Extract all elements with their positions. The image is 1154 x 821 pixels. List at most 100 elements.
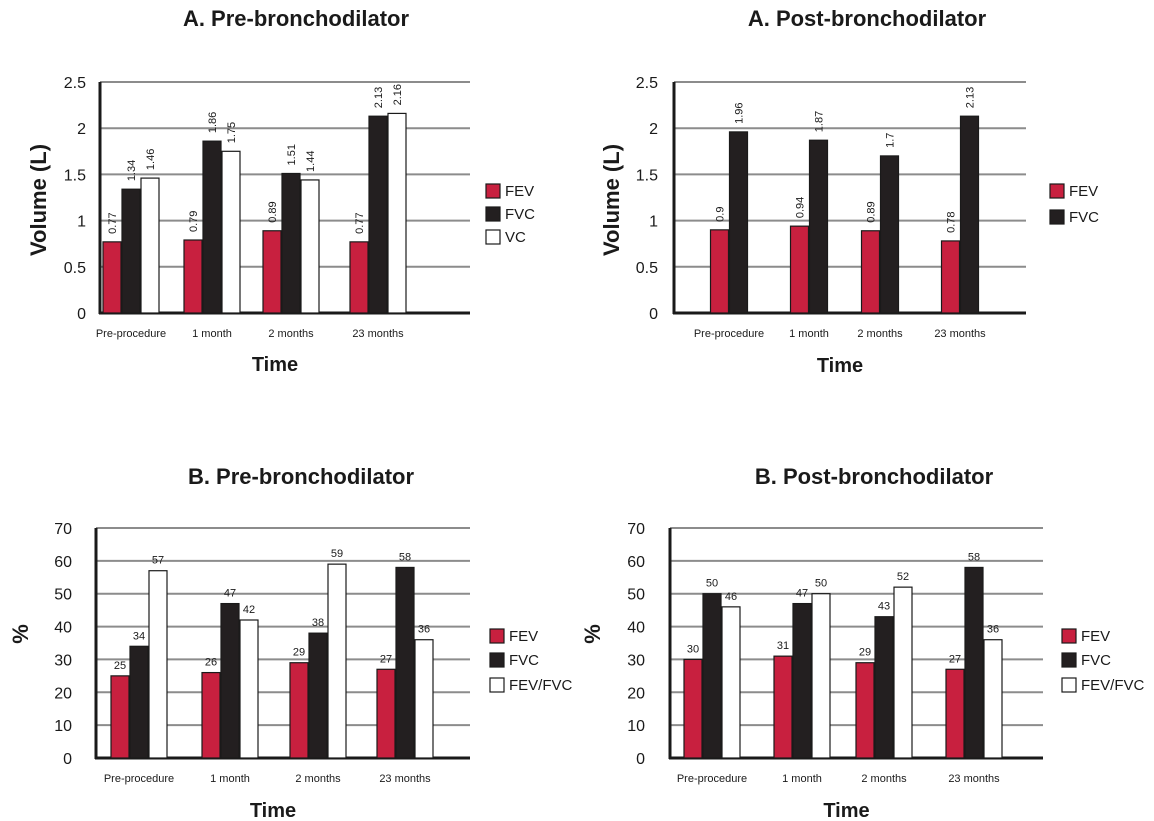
bar-fvc [808, 139, 829, 314]
data-label: 27 [949, 653, 961, 665]
legend-entry: FEV [1069, 183, 1098, 200]
data-label: 26 [205, 657, 217, 669]
data-label: 1.44 [305, 151, 317, 172]
data-label: 42 [243, 604, 255, 616]
category-label: Pre-procedure [677, 773, 747, 785]
y-tick-label: 20 [627, 685, 645, 702]
data-label: 27 [380, 653, 392, 665]
data-label: 58 [968, 551, 980, 563]
y-tick-label: 0 [77, 306, 86, 323]
data-label: 25 [114, 660, 126, 672]
y-tick-label: 60 [54, 554, 72, 571]
y-tick-label: 60 [627, 554, 645, 571]
legend-entry: FEV [505, 183, 534, 200]
data-label: 30 [687, 643, 699, 655]
data-label: 36 [418, 624, 430, 636]
legend-entry: FEV/FVC [1081, 677, 1145, 694]
data-label: 1.96 [734, 102, 746, 123]
legend-swatch [1049, 183, 1065, 199]
data-label: 29 [293, 647, 305, 659]
bar-fvc [308, 632, 328, 759]
data-label: 57 [152, 555, 164, 567]
y-axis-label: % [8, 624, 33, 644]
category-label: 2 months [268, 328, 314, 340]
y-tick-label: 30 [54, 652, 72, 669]
chart-title: A. Pre-bronchodilator [183, 6, 410, 31]
bar-vc [140, 177, 160, 314]
y-tick-label: 40 [627, 620, 645, 637]
data-label: 38 [312, 617, 324, 629]
category-label: 23 months [934, 328, 986, 340]
data-label: 31 [777, 640, 789, 652]
bar-fev [945, 668, 965, 759]
y-tick-label: 2.5 [64, 75, 86, 92]
bar-fev [262, 230, 282, 314]
data-label: 1.75 [226, 122, 238, 143]
bar-fev [860, 230, 881, 314]
chart-4: B. Post-bronchodilator 0 10 20 30 40 50 60 70% Ti… [580, 464, 1145, 821]
y-tick-label: 1.5 [636, 167, 658, 184]
category-label: 1 month [210, 773, 250, 785]
y-tick-label: 70 [54, 521, 72, 538]
bar-fvc [395, 566, 415, 759]
bar-fev [855, 662, 875, 759]
data-label: 50 [706, 578, 718, 590]
data-label: 50 [815, 578, 827, 590]
data-label: 47 [796, 588, 808, 600]
legend-swatch [485, 229, 501, 245]
data-label: 52 [897, 571, 909, 583]
data-label: 2.13 [373, 87, 385, 108]
y-tick-label: 50 [627, 587, 645, 604]
y-tick-label: 20 [54, 685, 72, 702]
bar-fev [349, 241, 369, 314]
bar-fvc [121, 188, 141, 314]
bar-vc [221, 150, 241, 314]
category-label: 1 month [782, 773, 822, 785]
bar-fev [773, 655, 793, 759]
y-tick-label: 1 [77, 214, 86, 231]
category-label: 23 months [948, 773, 1000, 785]
bar-fev [376, 668, 396, 759]
chart-title: B. Post-bronchodilator [755, 464, 994, 489]
bar-fev-fvc [893, 586, 913, 759]
bar-fvc [702, 593, 722, 759]
bar-fev-fvc [721, 606, 741, 759]
chart-3: B. Pre-bronchodilator 0 10 20 30 40 50 60 70% Tim… [8, 464, 573, 821]
bar-fvc [728, 131, 749, 314]
data-label: 0.78 [946, 212, 958, 233]
data-label: 2.13 [965, 87, 977, 108]
bar-vc [300, 179, 320, 314]
legend-entry: FVC [505, 206, 535, 223]
bar-fev-fvc [327, 563, 347, 759]
bar-fvc [220, 602, 240, 759]
x-axis-label: Time [817, 355, 863, 377]
bar-fvc [879, 155, 900, 314]
data-label: 36 [987, 624, 999, 636]
bar-fev-fvc [983, 639, 1003, 759]
bar-fev [110, 675, 130, 759]
data-label: 1.34 [126, 160, 138, 181]
bar-fvc [281, 172, 301, 314]
bar-fev [289, 662, 309, 759]
legend-entry: VC [505, 229, 526, 246]
chart-1: A. Pre-bronchodilator 0 0.5 1 1.5 2 2.5 Volume … [26, 6, 535, 376]
bar-fev [102, 241, 122, 314]
y-tick-label: 10 [627, 718, 645, 735]
legend-swatch [485, 206, 501, 222]
x-axis-label: Time [252, 354, 298, 376]
category-label: 2 months [857, 328, 903, 340]
y-tick-label: 10 [54, 718, 72, 735]
category-label: Pre-procedure [694, 328, 764, 340]
category-label: 23 months [379, 773, 431, 785]
category-label: 1 month [192, 328, 232, 340]
bar-fev [709, 229, 730, 314]
legend-swatch [485, 183, 501, 199]
data-label: 47 [224, 588, 236, 600]
bar-fvc [964, 566, 984, 759]
category-label: 23 months [352, 328, 404, 340]
bar-vc [387, 112, 407, 314]
bar-fvc [202, 140, 222, 314]
y-tick-label: 70 [627, 521, 645, 538]
data-label: 46 [725, 591, 737, 603]
bar-fev-fvc [811, 593, 831, 759]
